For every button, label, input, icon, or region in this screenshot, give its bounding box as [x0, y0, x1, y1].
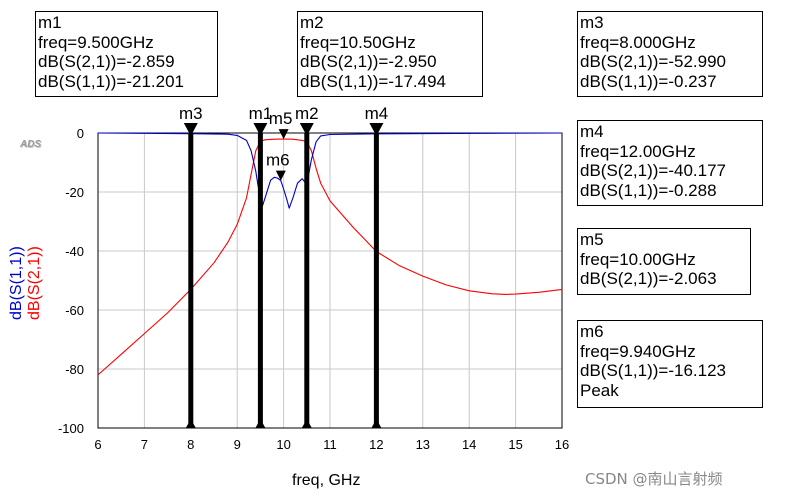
- grid: [97, 132, 563, 429]
- y-tick-label: -60: [65, 303, 84, 318]
- marker-top-triangle-m4: [369, 123, 384, 136]
- marker-top-triangle-m1: [253, 123, 268, 136]
- marker-box-line: m1: [38, 13, 62, 32]
- y-axis-label: dB(S(1,1)) dB(S(2,1)): [8, 246, 44, 320]
- marker-box-m6: m6 freq=9.940GHz dB(S(1,1))=-16.123 Peak: [577, 320, 763, 408]
- y-tick-label: -80: [65, 362, 84, 377]
- marker-box-line: Peak: [580, 380, 619, 400]
- marker-label-m1: m1: [249, 104, 273, 123]
- x-tick-label: 9: [234, 437, 241, 452]
- y-axis-label-s21: dB(S(2,1)): [26, 246, 43, 320]
- marker-box-line: dB(S(1,1))=-0.237: [580, 71, 717, 91]
- x-tick-label: 15: [508, 437, 522, 452]
- marker-top-triangle-m2: [299, 123, 314, 136]
- x-tick-label: 10: [276, 437, 290, 452]
- y-axis-label-s11: dB(S(1,1)): [8, 246, 25, 320]
- x-tick-label: 13: [416, 437, 430, 452]
- x-tick-label: 12: [369, 437, 383, 452]
- series-lines: [97, 132, 563, 376]
- marker-box-line: freq=12.00GHz: [580, 141, 696, 161]
- marker-bottom-triangle-m4: [371, 419, 382, 428]
- marker-box-line: m2: [300, 13, 324, 32]
- y-tick-label: -40: [65, 244, 84, 259]
- marker-box-m5: m5 freq=10.00GHz dB(S(2,1))=-2.063: [577, 228, 751, 295]
- marker-top-triangle-m3: [183, 123, 198, 136]
- y-tick-label: -20: [65, 185, 84, 200]
- marker-box-m4: m4 freq=12.00GHz dB(S(2,1))=-40.177 dB(S…: [577, 120, 763, 206]
- marker-box-line: m5: [580, 230, 604, 249]
- marker-triangle-m5: [278, 129, 289, 140]
- y-tick-label: 0: [77, 126, 84, 141]
- x-tick-label: 16: [555, 437, 569, 452]
- x-tick-label: 6: [94, 437, 101, 452]
- marker-box-line: freq=10.00GHz: [580, 249, 696, 269]
- marker-box-line: freq=9.940GHz: [580, 341, 696, 361]
- marker-label-m2: m2: [295, 104, 319, 123]
- marker-box-line: dB(S(2,1))=-2.859: [38, 52, 175, 71]
- marker-label-m3: m3: [179, 104, 203, 123]
- marker-box-line: freq=8.000GHz: [580, 32, 696, 52]
- x-axis-label: freq, GHz: [292, 472, 361, 489]
- marker-box-m1: m1 freq=9.500GHz dB(S(2,1))=-2.859 dB(S(…: [35, 11, 218, 97]
- marker-group: m1 m2 m3 m4 m5 m6: [179, 104, 388, 428]
- marker-box-line: dB(S(1,1))=-21.201: [38, 71, 184, 91]
- marker-label-m4: m4: [365, 104, 389, 123]
- marker-box-line: m6: [580, 322, 604, 341]
- marker-box-m3: m3 freq=8.000GHz dB(S(2,1))=-52.990 dB(S…: [577, 11, 763, 97]
- marker-box-line: dB(S(2,1))=-40.177: [580, 161, 726, 180]
- marker-box-line: dB(S(1,1))=-16.123: [580, 361, 726, 380]
- y-tick-label: -100: [58, 421, 84, 436]
- x-tick-label: 7: [141, 437, 148, 452]
- marker-bottom-triangle-m1: [255, 419, 266, 428]
- marker-box-line: m4: [580, 122, 604, 141]
- ads-logo: ADS: [20, 139, 42, 150]
- marker-box-line: freq=10.50GHz: [300, 32, 416, 52]
- watermark: CSDN @南山言射频: [585, 470, 723, 488]
- tick-labels: 6 7 8 9 10 11 12 13 14 15 16 0 -20 -40 -60 -80 -100: [58, 126, 569, 452]
- marker-box-line: dB(S(1,1))=-0.288: [580, 180, 717, 200]
- x-tick-label: 11: [323, 437, 337, 452]
- marker-box-line: freq=9.500GHz: [38, 32, 154, 52]
- marker-label-m6: m6: [266, 151, 290, 170]
- series-line-dbs21: [97, 138, 563, 376]
- x-tick-label: 14: [462, 437, 476, 452]
- marker-bottom-triangle-m3: [185, 419, 196, 428]
- plot-border: [97, 132, 563, 429]
- x-tick-label: 8: [187, 437, 194, 452]
- series-line-dbs11: [97, 132, 563, 209]
- marker-triangle-m6: [275, 170, 286, 181]
- marker-box-line: dB(S(2,1))=-2.063: [580, 269, 717, 288]
- marker-bottom-triangle-m2: [301, 419, 312, 428]
- marker-box-line: dB(S(2,1))=-52.990: [580, 52, 726, 71]
- marker-box-line: dB(S(1,1))=-17.494: [300, 71, 446, 91]
- marker-box-line: m3: [580, 13, 604, 32]
- marker-label-m5: m5: [269, 109, 293, 128]
- marker-box-m2: m2 freq=10.50GHz dB(S(2,1))=-2.950 dB(S(…: [297, 11, 483, 97]
- marker-box-line: dB(S(2,1))=-2.950: [300, 52, 437, 71]
